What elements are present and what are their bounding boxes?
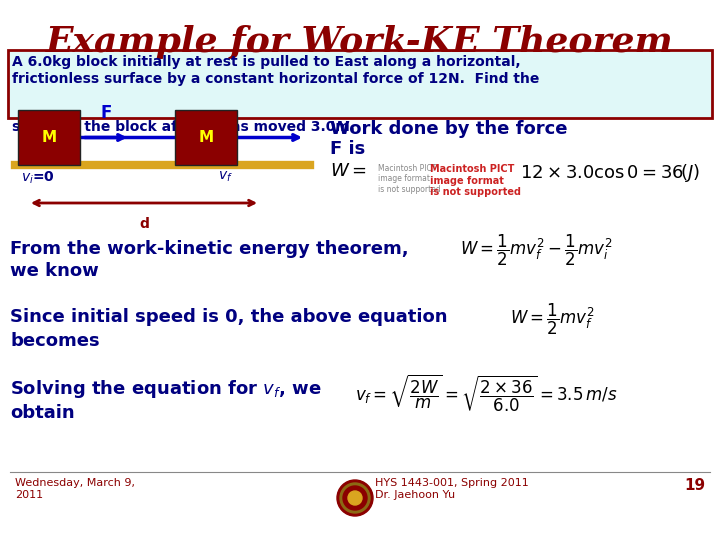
Text: Solving the equation for $v_f$, we: Solving the equation for $v_f$, we xyxy=(10,378,322,400)
Bar xyxy=(175,110,237,165)
Text: $v_f = \sqrt{\dfrac{2W}{m}} = \sqrt{\dfrac{2\times36}{6.0}} = 3.5\,m/s$: $v_f = \sqrt{\dfrac{2W}{m}} = \sqrt{\dfr… xyxy=(355,372,618,414)
Bar xyxy=(18,110,80,165)
Circle shape xyxy=(348,491,362,505)
Text: $v_i$=0: $v_i$=0 xyxy=(21,170,55,186)
Text: Since initial speed is 0, the above equation: Since initial speed is 0, the above equa… xyxy=(10,308,448,326)
Text: Wednesday, March 9,
2011: Wednesday, March 9, 2011 xyxy=(15,478,135,500)
Text: d: d xyxy=(139,217,149,231)
Text: M: M xyxy=(42,130,57,145)
Circle shape xyxy=(337,480,373,516)
Text: $v_f$: $v_f$ xyxy=(217,170,233,184)
Circle shape xyxy=(343,486,367,510)
Text: $W = \dfrac{1}{2}mv_f^2$: $W = \dfrac{1}{2}mv_f^2$ xyxy=(510,302,595,337)
Text: Work done by the force: Work done by the force xyxy=(330,120,567,138)
Text: M: M xyxy=(199,130,214,145)
Circle shape xyxy=(340,483,370,513)
Text: Macintosh PICT
image format
is not supported: Macintosh PICT image format is not suppo… xyxy=(430,164,521,197)
Text: $W = \dfrac{1}{2}mv_f^2 - \dfrac{1}{2}mv_i^2$: $W = \dfrac{1}{2}mv_f^2 - \dfrac{1}{2}mv… xyxy=(460,233,613,268)
Text: frictionless surface by a constant horizontal force of 12N.  Find the: frictionless surface by a constant horiz… xyxy=(12,72,539,86)
Text: becomes: becomes xyxy=(10,332,99,350)
Text: F: F xyxy=(100,104,112,122)
Text: A 6.0kg block initially at rest is pulled to East along a horizontal,: A 6.0kg block initially at rest is pulle… xyxy=(12,55,521,69)
Bar xyxy=(8,50,712,118)
Text: From the work-kinetic energy theorem,: From the work-kinetic energy theorem, xyxy=(10,240,409,258)
Text: F is: F is xyxy=(330,140,365,158)
Text: HYS 1443-001, Spring 2011
Dr. Jaehoon Yu: HYS 1443-001, Spring 2011 Dr. Jaehoon Yu xyxy=(375,478,528,500)
Text: $12\times3.0\cos0=36\!\left(J\right)$: $12\times3.0\cos0=36\!\left(J\right)$ xyxy=(520,162,700,184)
Text: $W =$: $W =$ xyxy=(330,162,366,180)
Text: obtain: obtain xyxy=(10,404,75,422)
Text: 19: 19 xyxy=(684,478,705,493)
Text: Example for Work-KE Theorem: Example for Work-KE Theorem xyxy=(46,25,674,59)
Text: speed of the block after it has moved 3.0m.: speed of the block after it has moved 3.… xyxy=(12,120,355,134)
Text: we know: we know xyxy=(10,262,99,280)
Text: Macintosh PICT
image format
is not supported: Macintosh PICT image format is not suppo… xyxy=(378,164,441,194)
